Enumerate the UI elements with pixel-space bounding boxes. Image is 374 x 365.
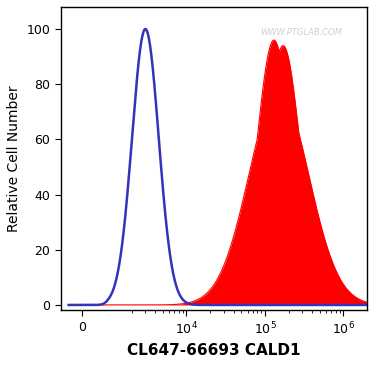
X-axis label: CL647-66693 CALD1: CL647-66693 CALD1 xyxy=(127,343,301,358)
Y-axis label: Relative Cell Number: Relative Cell Number xyxy=(7,85,21,232)
Text: WWW.PTGLAB.COM: WWW.PTGLAB.COM xyxy=(260,28,342,37)
